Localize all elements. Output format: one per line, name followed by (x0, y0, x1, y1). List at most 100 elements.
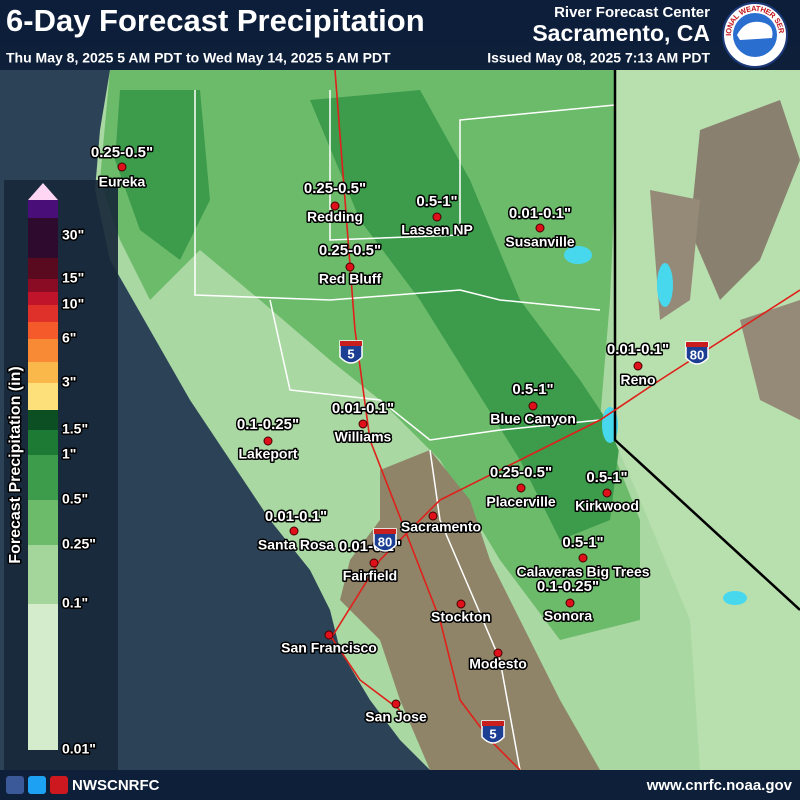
city-dot (289, 526, 299, 536)
highway (329, 289, 800, 641)
city-dot (369, 558, 379, 568)
city-name: Lassen NP (401, 222, 473, 238)
shield-number: 5 (489, 726, 496, 741)
legend-band (28, 545, 58, 604)
city-name: Redding (307, 209, 363, 225)
period: Thu May 8, 2025 5 AM PDT to Wed May 14, … (6, 50, 391, 66)
legend-label: 15" (62, 270, 84, 286)
legend-label: 30" (62, 227, 84, 243)
legend-label: 1" (62, 446, 76, 462)
city-dot (428, 511, 438, 521)
handle[interactable]: NWSCNRFC (72, 777, 160, 794)
state-border (613, 70, 800, 611)
legend-band (28, 305, 58, 322)
lake (657, 263, 673, 307)
footer-bar (0, 770, 800, 800)
legend-band (28, 292, 58, 305)
city-amount: 0.01-0.1" (265, 508, 327, 525)
city-dot (565, 598, 575, 608)
city-name: Williams (335, 429, 392, 445)
center: River Forecast Center (554, 4, 710, 21)
location: Sacramento, CA (532, 20, 710, 46)
city-name: Blue Canyon (490, 411, 576, 427)
legend-label: 0.5" (62, 491, 88, 507)
lake (723, 591, 747, 605)
city-amount: 0.01-0.1" (607, 341, 669, 358)
city-name: Modesto (469, 656, 527, 672)
border (329, 90, 616, 241)
city-name: Sonora (544, 608, 592, 624)
city-name: Fairfield (343, 568, 397, 584)
legend-panel (4, 180, 118, 770)
legend-band (28, 455, 58, 500)
shield-top (482, 721, 504, 726)
facebook-icon[interactable] (6, 776, 24, 794)
legend-label: 3" (62, 374, 76, 390)
legend-band (28, 604, 58, 750)
legend-band (28, 200, 58, 218)
city-amount: 0.01-0.1" (509, 205, 571, 222)
highway (329, 634, 401, 711)
city-dot (516, 483, 526, 493)
mountains (740, 300, 800, 420)
legend-label: 0.01" (62, 741, 96, 757)
city-dot (602, 488, 612, 498)
shield (373, 528, 397, 552)
city-name: Susanville (505, 234, 574, 250)
city-dot (391, 699, 401, 709)
city-amount: 0.5-1" (512, 381, 553, 398)
city-name: Stockton (431, 609, 491, 625)
twitter-icon[interactable] (28, 776, 46, 794)
city-amount: 0.25-0.5" (304, 180, 366, 197)
city-name: Placerville (486, 494, 555, 510)
city-dot (358, 419, 368, 429)
title: 6-Day Forecast Precipitation (6, 3, 425, 38)
legend-band (28, 258, 58, 279)
legend-band (28, 500, 58, 545)
shield-top (374, 529, 396, 534)
city-name: Lakeport (238, 446, 297, 462)
city-dot (345, 262, 355, 272)
youtube-icon[interactable] (50, 776, 68, 794)
legend-label: 1.5" (62, 421, 88, 437)
legend-label: 0.25" (62, 536, 96, 552)
city-amount: 0.5-1" (562, 534, 603, 551)
city-amount: 0.01-0.1" (332, 400, 394, 417)
shields: 5 80 80 5 (339, 340, 709, 744)
shield (481, 720, 505, 744)
city-dot (263, 436, 273, 446)
city-dot (324, 630, 334, 640)
city-amount: 0.5-1" (586, 469, 627, 486)
city-dot (432, 212, 442, 222)
border (269, 299, 601, 441)
shield-top (340, 341, 362, 346)
issued: Issued May 08, 2025 7:13 AM PDT (487, 50, 710, 66)
legend-band (28, 339, 58, 362)
shield-number: 80 (690, 347, 704, 362)
city-dot (493, 648, 503, 658)
website[interactable]: www.cnrfc.noaa.gov (646, 777, 793, 794)
legend-band (28, 279, 58, 292)
legend-band (28, 383, 58, 410)
legend-band (28, 362, 58, 383)
wet-zone (115, 90, 210, 260)
city-dot (578, 553, 588, 563)
highways (329, 69, 800, 771)
border (429, 449, 521, 771)
shield (685, 341, 709, 365)
border (194, 90, 601, 311)
wet-zone (310, 90, 620, 540)
legend-band (28, 410, 58, 430)
city-name: Santa Rosa (258, 537, 334, 553)
mountains (690, 100, 800, 300)
city-dot (633, 361, 643, 371)
legend-label: 10" (62, 296, 84, 312)
legend-label: 6" (62, 330, 76, 346)
legend-band (28, 218, 58, 258)
city-name: Calaveras Big Trees (516, 564, 649, 580)
legend-arrow (28, 183, 58, 200)
city-dot (330, 201, 340, 211)
city-amount: 0.1-0.25" (237, 416, 299, 433)
highway (334, 69, 521, 771)
